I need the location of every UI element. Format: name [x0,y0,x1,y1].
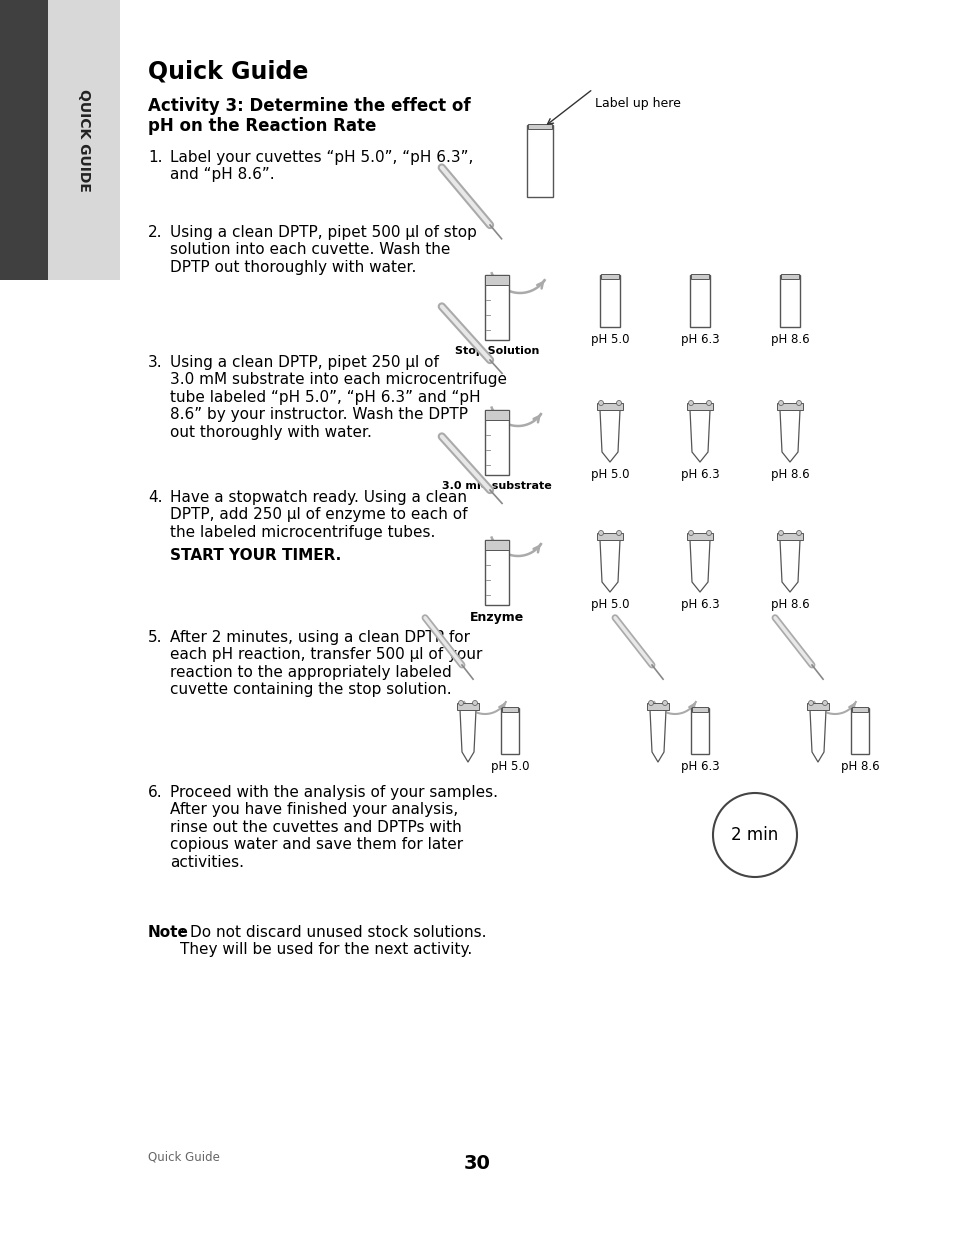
Text: pH 6.3: pH 6.3 [680,468,719,480]
Text: START YOUR TIMER.: START YOUR TIMER. [170,548,341,563]
Bar [780,275,800,327]
Bar [456,703,478,710]
Text: pH 8.6: pH 8.6 [770,468,808,480]
Bar [484,540,509,550]
Circle shape [821,700,826,705]
Text: Note: Note [148,925,189,940]
Text: pH 8.6: pH 8.6 [770,598,808,611]
Bar [689,275,709,327]
Circle shape [796,400,801,405]
Text: 30: 30 [463,1153,490,1173]
Polygon shape [809,710,825,762]
Text: Label your cuvettes “pH 5.0”, “pH 6.3”,
and “pH 8.6”.: Label your cuvettes “pH 5.0”, “pH 6.3”, … [170,149,473,183]
Circle shape [706,531,711,536]
Text: 1.: 1. [148,149,162,165]
Bar [484,275,509,340]
Polygon shape [780,410,800,462]
Bar [646,703,668,710]
Bar [851,706,867,713]
Circle shape [807,700,813,705]
Text: Activity 3: Determine the effect of: Activity 3: Determine the effect of [148,98,470,115]
Circle shape [688,531,693,536]
Polygon shape [689,540,709,592]
Text: 4.: 4. [148,490,162,505]
Bar [484,275,509,285]
Text: 2 min: 2 min [731,826,778,844]
Bar [806,703,828,710]
Text: Label up here: Label up here [595,98,680,110]
Text: QUICK GUIDE: QUICK GUIDE [77,89,91,191]
Text: pH 8.6: pH 8.6 [840,760,879,773]
Circle shape [778,531,782,536]
Bar [690,274,708,279]
Text: pH 5.0: pH 5.0 [590,598,629,611]
Text: : Do not discard unused stock solutions.
They will be used for the next activity: : Do not discard unused stock solutions.… [180,925,486,957]
Circle shape [458,700,463,705]
Bar [527,124,552,128]
Text: pH 6.3: pH 6.3 [680,333,719,346]
Text: Quick Guide: Quick Guide [148,61,308,84]
Text: 2.: 2. [148,225,162,240]
Circle shape [616,400,620,405]
Bar [776,534,802,540]
Text: pH 5.0: pH 5.0 [590,333,629,346]
Text: Using a clean DPTP, pipet 500 µl of stop
solution into each cuvette. Wash the
DP: Using a clean DPTP, pipet 500 µl of stop… [170,225,476,275]
Bar [850,708,868,755]
Polygon shape [599,540,619,592]
Text: 6.: 6. [148,785,162,800]
Circle shape [688,400,693,405]
Bar [599,275,619,327]
Circle shape [796,531,801,536]
Bar [686,403,712,410]
Bar [776,403,802,410]
Bar [0,0,48,280]
Text: Have a stopwatch ready. Using a clean
DPTP, add 250 µl of enzyme to each of
the : Have a stopwatch ready. Using a clean DP… [170,490,467,540]
Polygon shape [459,710,476,762]
Bar [484,410,509,475]
Text: pH 6.3: pH 6.3 [680,760,719,773]
Circle shape [616,531,620,536]
Text: Enzyme: Enzyme [470,611,523,624]
Bar [484,410,509,420]
Polygon shape [599,410,619,462]
Text: After 2 minutes, using a clean DPTP for
each pH reaction, transfer 500 µl of you: After 2 minutes, using a clean DPTP for … [170,630,482,698]
Circle shape [661,700,667,705]
Polygon shape [689,410,709,462]
Bar [691,706,707,713]
Bar [500,708,518,755]
Text: pH 8.6: pH 8.6 [770,333,808,346]
Bar [484,540,509,605]
Text: 3.: 3. [148,354,162,370]
Text: pH 5.0: pH 5.0 [490,760,529,773]
Bar [501,706,517,713]
Bar [600,274,618,279]
Circle shape [648,700,653,705]
Text: Stop Solution: Stop Solution [455,346,538,356]
Text: pH on the Reaction Rate: pH on the Reaction Rate [148,117,376,135]
Circle shape [778,400,782,405]
Polygon shape [649,710,665,762]
Bar [526,125,553,198]
Bar [690,708,708,755]
Bar [781,274,799,279]
Text: Using a clean DPTP, pipet 250 µl of
3.0 mM substrate into each microcentrifuge
t: Using a clean DPTP, pipet 250 µl of 3.0 … [170,354,506,440]
Text: Proceed with the analysis of your samples.
After you have finished your analysis: Proceed with the analysis of your sample… [170,785,497,869]
Bar [686,534,712,540]
Circle shape [472,700,477,705]
Text: pH 6.3: pH 6.3 [680,598,719,611]
Bar [48,0,120,280]
Bar [597,403,622,410]
Circle shape [598,400,603,405]
Circle shape [598,531,603,536]
Bar [597,534,622,540]
Polygon shape [780,540,800,592]
Circle shape [706,400,711,405]
Text: 5.: 5. [148,630,162,645]
Text: pH 5.0: pH 5.0 [590,468,629,480]
Text: Quick Guide: Quick Guide [148,1150,219,1163]
Text: 3.0 mM substrate: 3.0 mM substrate [441,480,551,492]
